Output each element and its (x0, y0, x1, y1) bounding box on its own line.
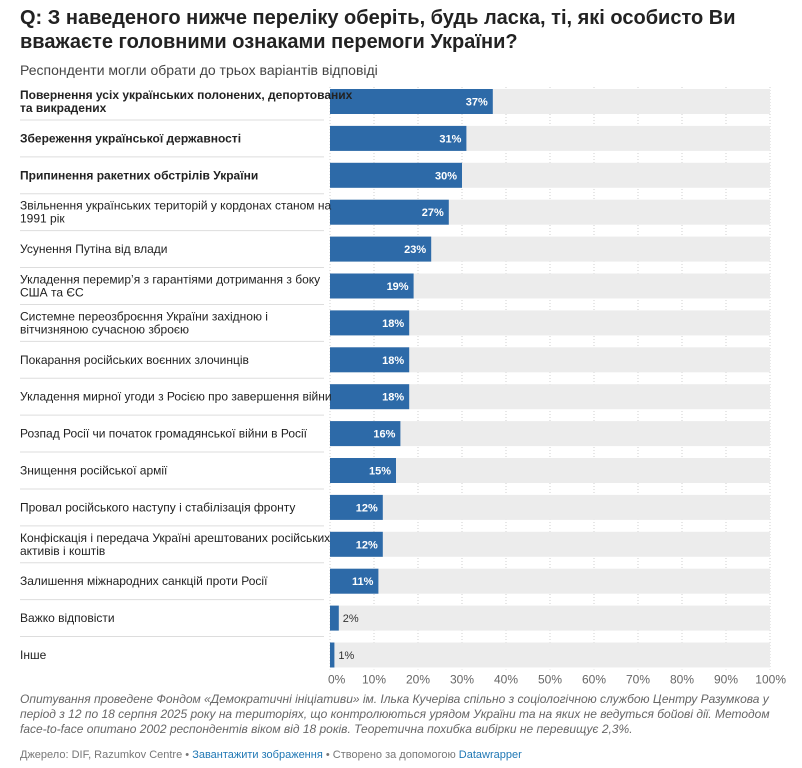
category-label: Покарання російських воєнних злочинців (20, 353, 249, 367)
category-label: Укладення мирної угоди з Росією про заве… (20, 390, 332, 404)
category-label: Залишення міжнародних санкцій проти Росі… (20, 574, 268, 588)
chart-footer: Джерело: DIF, Razumkov Centre • Завантаж… (20, 749, 522, 761)
bar-track (330, 421, 770, 447)
x-tick-label: 0% (328, 673, 346, 687)
bar-track (330, 531, 770, 557)
value-label: 18% (382, 392, 404, 404)
category-label: Інше (20, 648, 47, 662)
footer-separator: • (182, 749, 193, 761)
x-tick-label: 40% (494, 673, 518, 687)
x-tick-label: 100% (755, 673, 786, 687)
category-label: Повернення усіх українських полонених, д… (20, 88, 353, 115)
value-label: 30% (435, 170, 457, 182)
value-label: 2% (343, 613, 359, 625)
bar-track (330, 494, 770, 520)
category-label: Розпад Росії чи початок громадянської ві… (20, 427, 308, 441)
value-label: 1% (338, 650, 354, 662)
category-label: Збереження української державності (20, 131, 241, 145)
category-label: Системне переозброєння України західною … (20, 309, 268, 336)
download-image-link[interactable]: Завантажити зображення (192, 749, 323, 761)
bar-track (330, 458, 770, 483)
bar (330, 458, 396, 483)
value-label: 12% (356, 502, 378, 514)
x-tick-label: 10% (362, 673, 386, 687)
value-label: 19% (387, 281, 409, 293)
value-label: 23% (404, 244, 426, 256)
x-tick-label: 60% (582, 673, 606, 687)
category-label: Конфіскація і передача Україні арештован… (20, 531, 330, 558)
bar-track (330, 605, 770, 631)
bar (330, 605, 339, 631)
chart-notes: Опитування проведене Фондом «Демократичн… (20, 692, 770, 736)
bar (330, 531, 383, 557)
category-label: Знищення російської армії (20, 464, 168, 478)
bar (330, 199, 449, 225)
created-with-text: • Створено за допомогою (322, 749, 459, 761)
value-label: 12% (356, 539, 378, 551)
bar (330, 384, 410, 410)
x-tick-label: 90% (714, 673, 738, 687)
value-label: 18% (382, 318, 404, 330)
bar-chart: 37% Повернення усіх українських полонених… (20, 87, 786, 687)
category-label: Укладення перемир’я з гарантіями дотрима… (20, 273, 320, 300)
bar (330, 125, 467, 151)
bar (330, 162, 462, 188)
bar (330, 236, 432, 262)
bar (330, 642, 335, 668)
source-text: Джерело: DIF, Razumkov Centre (20, 749, 183, 761)
category-label: Провал російського наступу і стабілізаці… (20, 500, 295, 514)
bar (330, 273, 414, 299)
value-label: 31% (439, 133, 461, 145)
chart-title: Q: З наведеного нижче переліку оберіть, … (20, 7, 736, 53)
x-tick-label: 80% (670, 673, 694, 687)
x-tick-label: 50% (538, 673, 562, 687)
category-label: Звільнення українських територій у кордо… (20, 199, 332, 226)
chart-subtitle: Респонденти могли обрати до трьох варіан… (20, 62, 378, 78)
bar (330, 568, 379, 594)
datawrapper-link[interactable]: Datawrapper (458, 749, 522, 761)
bar (330, 310, 410, 336)
x-tick-label: 70% (626, 673, 650, 687)
value-label: 16% (373, 429, 395, 441)
bar (330, 347, 410, 373)
bar (330, 494, 383, 520)
value-label: 18% (382, 355, 404, 367)
x-tick-label: 20% (406, 673, 430, 687)
bar-track (330, 642, 770, 668)
category-label: Усунення Путіна від влади (20, 242, 168, 256)
value-label: 37% (466, 97, 488, 109)
category-label: Важко відповісти (20, 611, 115, 625)
bar-track (330, 568, 770, 594)
value-label: 15% (369, 466, 391, 478)
bar (330, 89, 493, 114)
category-label: Припинення ракетних обстрілів України (20, 168, 258, 182)
bar (330, 421, 401, 447)
value-label: 27% (422, 207, 444, 219)
x-tick-label: 30% (450, 673, 474, 687)
value-label: 11% (352, 576, 374, 588)
